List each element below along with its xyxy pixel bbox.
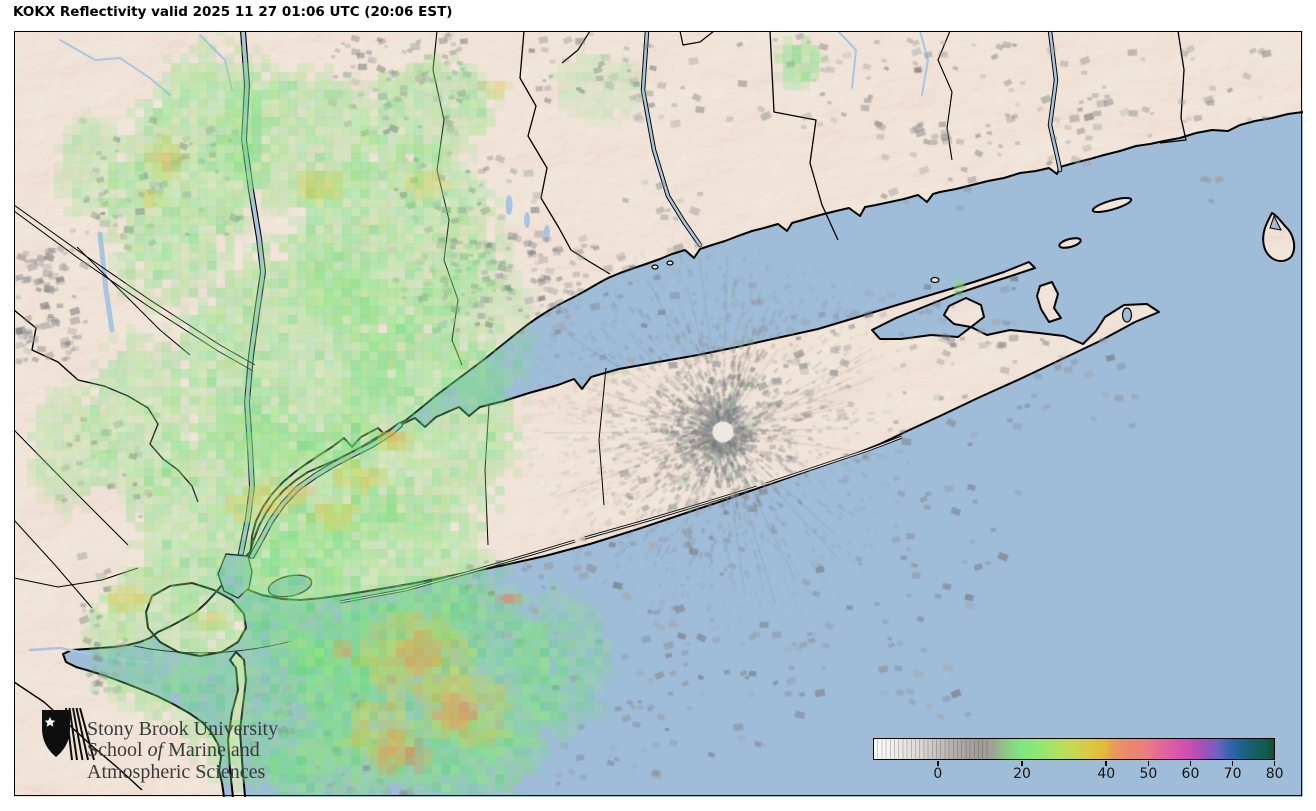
lake <box>544 225 550 239</box>
lake-montauk <box>1121 307 1133 323</box>
page-title: KOKX Reflectivity valid 2025 11 27 01:06… <box>13 4 453 20</box>
logo-line-1: Stony Brook University <box>87 718 279 740</box>
stonybrook-logo-text: Stony Brook University School of Marine … <box>87 718 279 783</box>
colorbar-tick-label: 60 <box>1181 766 1200 782</box>
colorbar-ticks: 0 20 40 50 60 70 80 <box>875 738 1284 782</box>
logo-line-3: Atmospheric Sciences <box>87 760 266 783</box>
colorbar-tick-label: 0 <box>933 766 943 782</box>
colorbar-tick-label: 40 <box>1097 766 1116 782</box>
stonybrook-logo: Stony Brook University School of Marine … <box>40 704 340 794</box>
colorbar-tick-label: 70 <box>1223 766 1242 782</box>
logo-line-2: School of Marine and <box>87 739 260 762</box>
colorbar-tick-label: 50 <box>1139 766 1158 782</box>
lake <box>524 212 530 228</box>
colorbar-tick-label: 80 <box>1265 766 1284 782</box>
candlewood-lake <box>505 195 513 215</box>
colorbar: 0 20 40 50 60 70 80 <box>873 738 1284 782</box>
colorbar-tick-label: 20 <box>1013 766 1031 782</box>
